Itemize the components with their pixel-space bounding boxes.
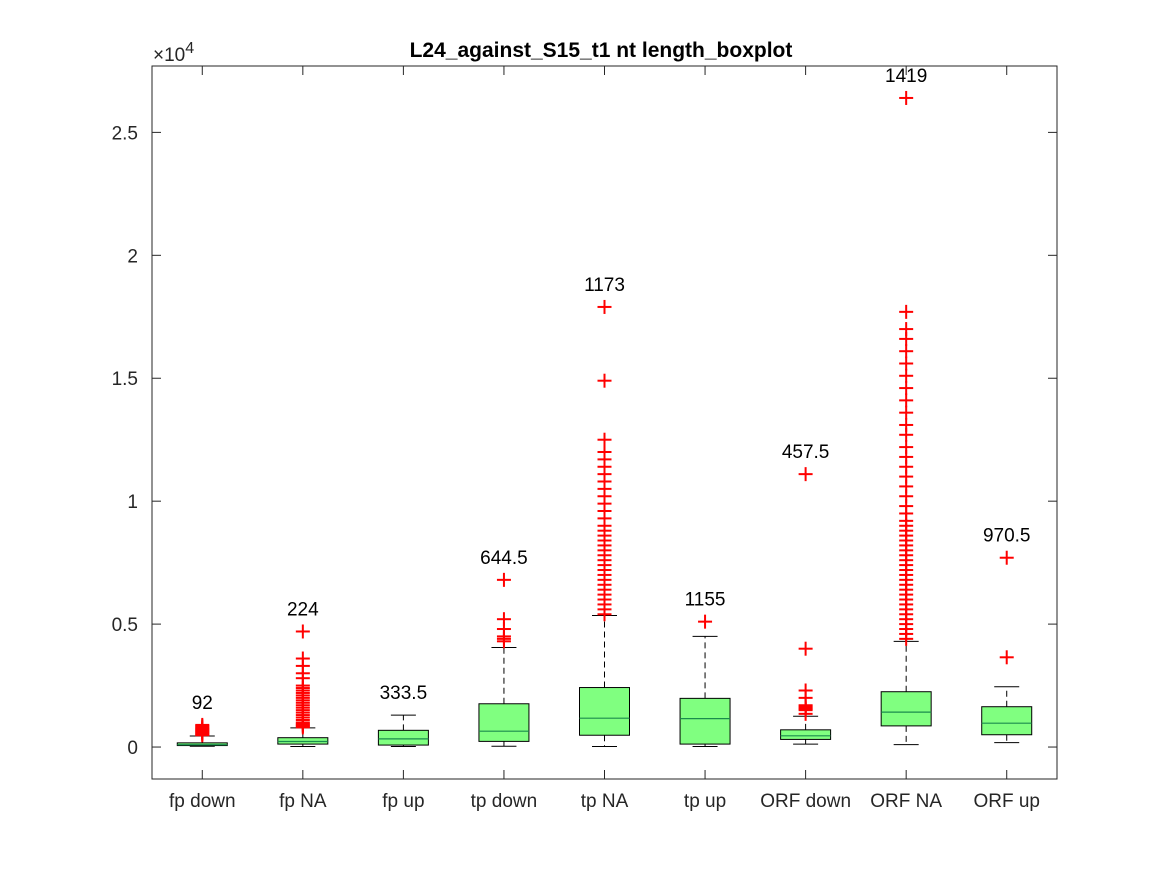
box-group-fp-down: 92	[176, 693, 228, 747]
outlier-marker	[999, 550, 1014, 565]
outlier-marker	[295, 624, 310, 639]
x-tick-label: ORF NA	[870, 791, 942, 812]
outlier-marker	[798, 641, 813, 656]
outlier-marker	[597, 299, 612, 314]
y-tick-label: 1.5	[112, 369, 138, 390]
x-tick-label: tp down	[471, 791, 538, 812]
outlier-marker	[597, 373, 612, 388]
median-value-label: 1173	[584, 275, 625, 296]
plot-area: 0 0.5 1 1.5 2 2.5 fp down fp NA fp up tp down tp N…	[112, 65, 1058, 812]
box-group-orf-up: 970.5	[981, 526, 1033, 744]
x-tick-label: tp NA	[581, 791, 629, 812]
box-group-tp-down: 644.5	[478, 548, 530, 747]
iqr-box	[579, 687, 630, 736]
x-tick-label: fp down	[169, 791, 236, 812]
outlier-marker	[899, 440, 914, 455]
outlier-marker	[899, 381, 914, 396]
median-value-label: 644.5	[480, 548, 528, 569]
outlier-marker	[899, 393, 914, 408]
box-group-orf-down: 457.5	[780, 442, 832, 745]
outlier-marker	[999, 650, 1014, 665]
box-group-orf-na: 1419	[880, 66, 932, 746]
outlier-marker	[899, 322, 914, 337]
y-tick-label: 2.5	[112, 123, 138, 144]
outlier-marker	[899, 405, 914, 420]
median-value-label: 970.5	[983, 526, 1031, 547]
box-group-tp-na: 1173	[579, 275, 630, 748]
box-group-fp-na: 224	[277, 599, 329, 748]
y-tick-label: 2	[127, 246, 138, 267]
y-axis-multiplier-exponent: 4	[185, 40, 194, 57]
outlier-marker	[899, 304, 914, 319]
median-value-label: 1419	[885, 66, 927, 87]
median-value-label: 92	[192, 693, 213, 714]
outlier-marker	[899, 90, 914, 105]
x-tick-label: fp up	[382, 791, 424, 812]
iqr-box	[981, 706, 1033, 736]
iqr-box	[679, 697, 731, 745]
outlier-marker	[195, 717, 210, 732]
outlier-marker	[798, 683, 813, 698]
y-tick-label: 0.5	[112, 615, 138, 636]
median-value-label: 1155	[685, 590, 726, 611]
y-axis-multiplier-base: ×10	[153, 45, 185, 66]
iqr-box	[277, 737, 329, 745]
chart-title: L24_against_S15_t1 nt length_boxplot	[410, 39, 793, 62]
median-value-label: 224	[287, 599, 319, 620]
x-tick-label: tp up	[684, 791, 726, 812]
iqr-box	[377, 729, 429, 746]
outlier-marker	[295, 651, 310, 666]
outlier-marker	[496, 572, 511, 587]
outlier-marker	[899, 356, 914, 371]
box-group-tp-up: 1155	[679, 590, 731, 748]
x-tick-label: fp NA	[279, 791, 327, 812]
median-value-label: 457.5	[782, 442, 830, 463]
y-axis-multiplier: ×104	[153, 40, 194, 66]
outlier-marker	[597, 432, 612, 447]
iqr-box	[780, 729, 832, 740]
outlier-marker	[496, 612, 511, 627]
box-group-fp-up: 333.5	[377, 683, 429, 748]
outlier-marker	[798, 467, 813, 482]
outlier-marker	[597, 445, 612, 460]
outlier-marker	[698, 614, 713, 629]
outlier-marker	[899, 368, 914, 383]
iqr-box	[478, 703, 530, 742]
y-tick-label: 1	[127, 492, 138, 513]
median-value-label: 333.5	[380, 683, 428, 704]
y-tick-label: 0	[127, 738, 138, 759]
outlier-marker	[899, 417, 914, 432]
x-tick-label: ORF up	[973, 791, 1040, 812]
outlier-marker	[899, 344, 914, 359]
x-tick-label: ORF down	[760, 791, 851, 812]
iqr-box	[880, 691, 932, 727]
